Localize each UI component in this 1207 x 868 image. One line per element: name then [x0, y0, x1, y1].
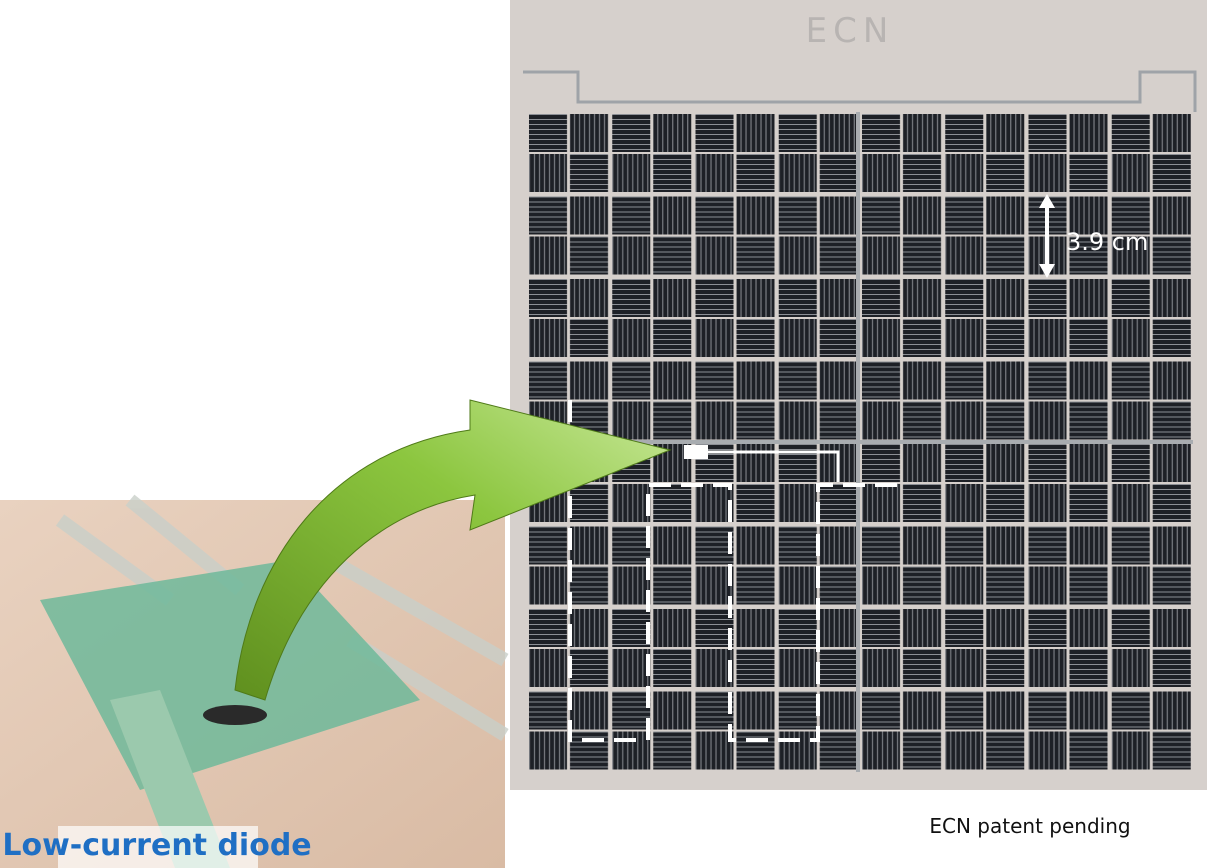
diode-position	[684, 445, 708, 459]
pointer-arrow	[234, 399, 672, 701]
panel-logo: ECN	[806, 11, 895, 51]
panel-busbar	[523, 70, 1197, 112]
dashed-outlines	[568, 400, 905, 742]
dimension-label: 3.9 cm	[1066, 228, 1148, 256]
caption: ECN patent pending	[929, 814, 1130, 838]
inset-diode	[203, 705, 267, 725]
inset-label: Low-current diode	[2, 828, 311, 863]
inset-label-bg	[58, 826, 258, 868]
connection-line	[690, 450, 840, 482]
inset-tape-strip	[110, 690, 230, 868]
